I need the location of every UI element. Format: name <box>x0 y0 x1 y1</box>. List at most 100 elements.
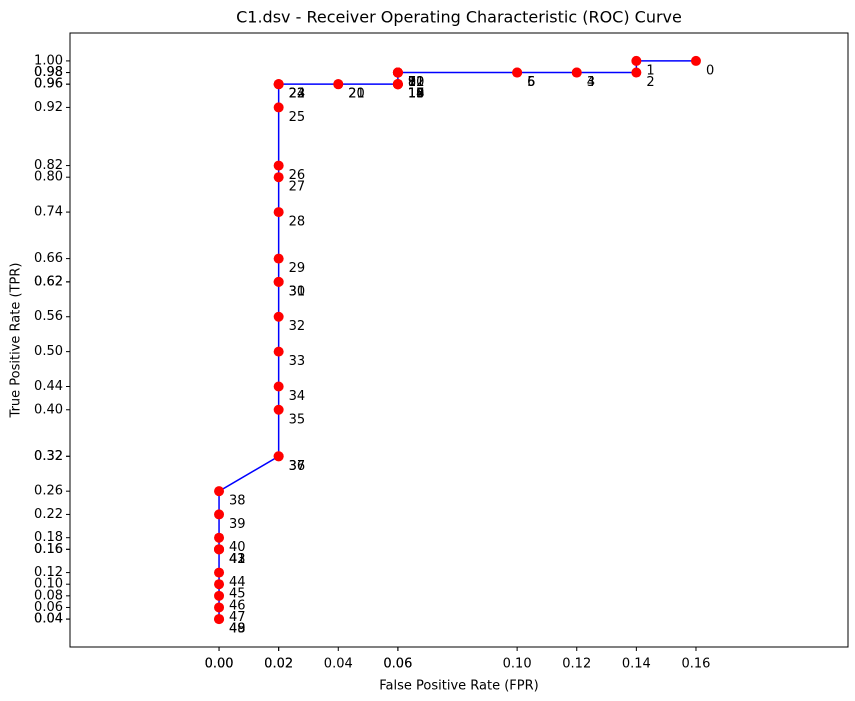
point <box>690 55 701 66</box>
point-label: 47 <box>229 610 246 625</box>
y-tick-label: 0.04 <box>34 612 63 627</box>
x-tick-label: 0.04 <box>324 657 353 672</box>
y-tick-label: 0.50 <box>34 344 63 359</box>
point <box>214 544 225 555</box>
point-label: 9 <box>408 75 416 90</box>
point-label: 48 <box>229 622 246 637</box>
point-label: 29 <box>289 261 306 276</box>
point-label: 26 <box>289 168 306 183</box>
x-tick-label: 0.16 <box>682 657 711 672</box>
point-label: 35 <box>289 412 306 427</box>
y-tick-label: 0.80 <box>34 170 63 185</box>
point <box>273 253 284 264</box>
point-label: 40 <box>229 540 246 555</box>
point-label: 38 <box>229 494 246 509</box>
y-tick-label: 0.18 <box>34 530 63 545</box>
y-tick-label: 0.44 <box>34 379 63 394</box>
point-label: 22 <box>289 87 306 102</box>
point-label: 5 <box>527 75 535 90</box>
point-label: 1 <box>646 63 654 78</box>
y-tick-label: 0.62 <box>34 274 63 289</box>
y-tick-label: 0.92 <box>34 100 63 115</box>
point-label: 28 <box>289 215 306 230</box>
y-tick-label: 0.26 <box>34 484 63 499</box>
point-label: 4 <box>587 75 595 90</box>
point <box>571 67 582 78</box>
point-label: 42 <box>229 552 246 567</box>
point <box>214 614 225 625</box>
x-tick-label: 0.12 <box>562 657 591 672</box>
point <box>273 451 284 462</box>
point-label: 25 <box>289 110 306 125</box>
point-label: 20 <box>348 87 365 102</box>
point-label: 11 <box>408 75 425 90</box>
point <box>273 381 284 392</box>
point-label: 43 <box>229 552 246 567</box>
point <box>273 404 284 415</box>
point-label: 17 <box>408 87 425 102</box>
x-tick-label: 0.10 <box>503 657 532 672</box>
point <box>631 55 642 66</box>
point-label: 24 <box>289 87 306 102</box>
point <box>273 346 284 357</box>
point-label: 23 <box>289 87 306 102</box>
point <box>273 311 284 322</box>
point-label: 31 <box>289 284 306 299</box>
point <box>273 102 284 113</box>
y-tick-label: 1.00 <box>34 53 63 68</box>
point-label: 49 <box>229 622 246 637</box>
y-tick-label: 0.96 <box>34 77 63 92</box>
y-tick-label: 0.12 <box>34 565 63 580</box>
point-label: 46 <box>229 598 246 613</box>
point-label: 6 <box>527 75 535 90</box>
point <box>512 67 523 78</box>
y-tick-label: 0.32 <box>34 449 63 464</box>
point-label: 14 <box>408 87 425 102</box>
point <box>631 67 642 78</box>
point-label: 16 <box>408 87 425 102</box>
y-tick-label: 0.16 <box>34 542 63 557</box>
y-tick-label: 0.22 <box>34 507 63 522</box>
y-tick-label: 0.74 <box>34 205 63 220</box>
point-label: 37 <box>289 459 306 474</box>
plot-frame <box>69 32 849 648</box>
y-tick-label: 0.32 <box>34 449 63 464</box>
point <box>214 486 225 497</box>
y-tick-label: 0.82 <box>34 158 63 173</box>
point-label: 7 <box>408 75 416 90</box>
point-label: 41 <box>229 552 246 567</box>
point <box>273 160 284 171</box>
point-label: 18 <box>408 87 425 102</box>
point <box>273 276 284 287</box>
y-tick-label: 0.04 <box>34 612 63 627</box>
point <box>392 79 403 90</box>
y-tick-label: 0.98 <box>34 65 63 80</box>
point-label: 0 <box>706 63 714 78</box>
point-label: 12 <box>408 75 425 90</box>
y-tick-label: 0.96 <box>34 77 63 92</box>
point <box>273 172 284 183</box>
x-tick-label: 0.00 <box>205 657 234 672</box>
point <box>333 79 344 90</box>
x-axis-label: False Positive Rate (FPR) <box>379 679 538 694</box>
point-label: 27 <box>289 180 306 195</box>
plot-area: 0123456789101112131415161718192021222324… <box>214 55 714 637</box>
point-label: 19 <box>408 87 425 102</box>
point-label: 13 <box>408 87 425 102</box>
point <box>214 532 225 543</box>
x-tick-label: 0.02 <box>264 657 293 672</box>
point-label: 10 <box>408 75 425 90</box>
y-tick-label: 0.40 <box>34 402 63 417</box>
y-tick-label: 0.08 <box>34 588 63 603</box>
x-tick-label: 0.06 <box>383 657 412 672</box>
point <box>214 590 225 601</box>
point-label: 21 <box>348 87 365 102</box>
point <box>214 567 225 578</box>
point-label: 2 <box>646 75 654 90</box>
point-label: 44 <box>229 575 246 590</box>
x-tick-label: 0.02 <box>264 657 293 672</box>
y-tick-label: 0.06 <box>34 600 63 615</box>
